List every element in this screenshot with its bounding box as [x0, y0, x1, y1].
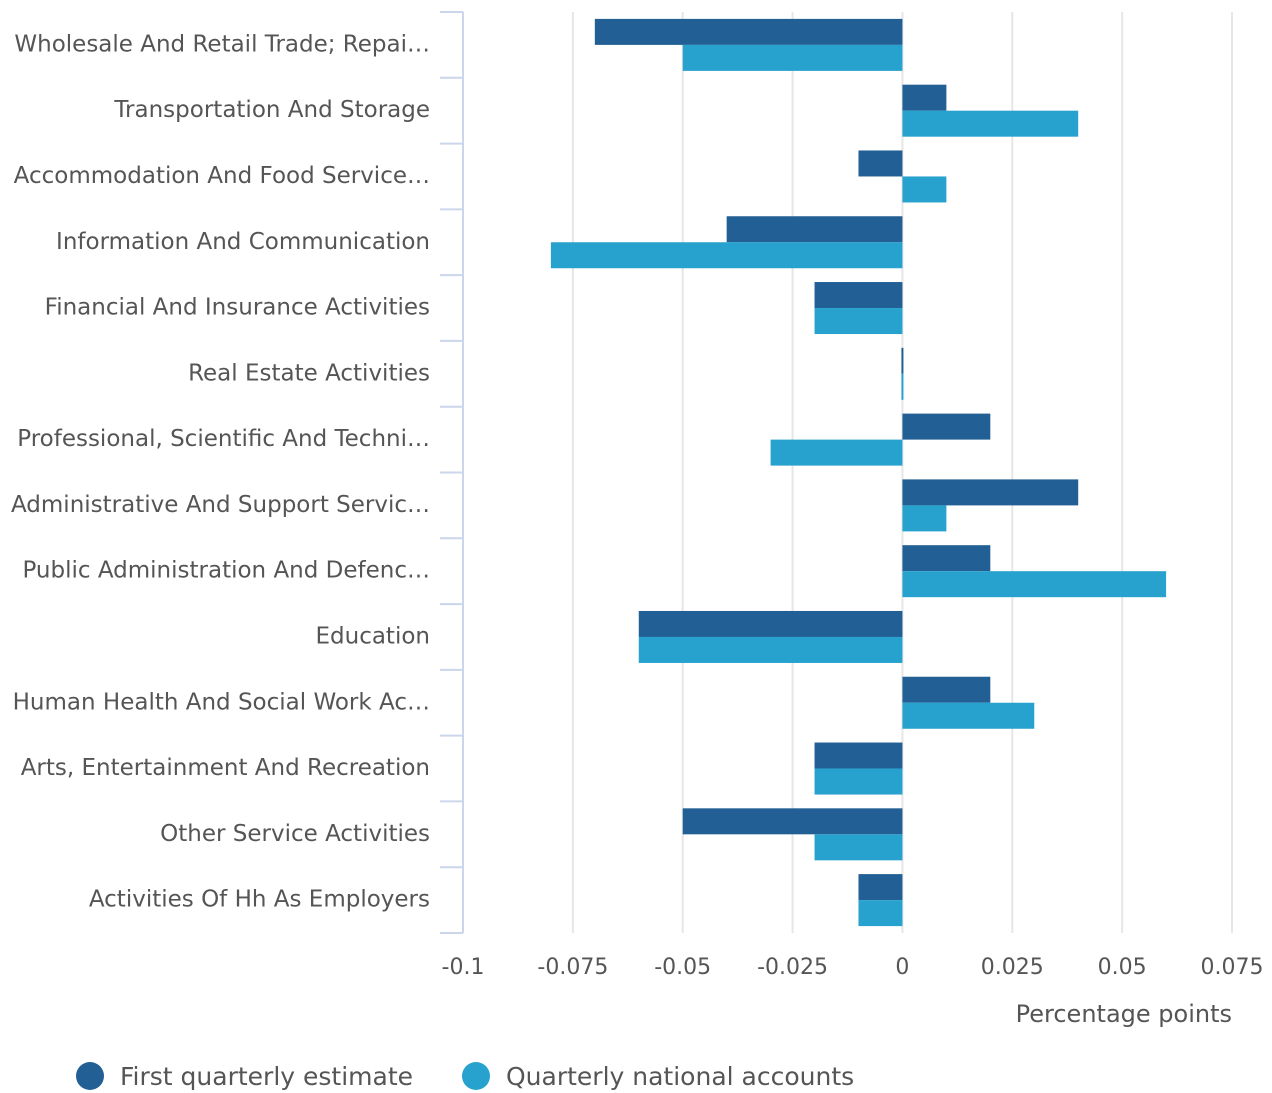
bar: [858, 900, 903, 927]
y-tick-label: Arts, Entertainment And Recreation: [21, 755, 430, 781]
x-tick-label: 0.075: [1201, 955, 1264, 980]
bar: [638, 610, 903, 637]
bar: [902, 479, 1079, 506]
bar: [682, 808, 903, 835]
y-tick-label: Administrative And Support Servic…: [11, 492, 430, 518]
bar: [902, 176, 947, 203]
bar: [902, 676, 991, 703]
bar: [550, 242, 903, 269]
y-tick-label: Wholesale And Retail Trade; Repai…: [14, 31, 430, 57]
bar: [638, 636, 903, 663]
bar: [726, 216, 903, 243]
x-axis-title: Percentage points: [1016, 1000, 1232, 1028]
y-tick-label: Professional, Scientific And Techni…: [17, 426, 430, 452]
legend-label: First quarterly estimate: [120, 1062, 413, 1091]
bar: [814, 282, 903, 309]
x-tick-label: -0.05: [654, 955, 711, 980]
x-tick-label: -0.075: [537, 955, 608, 980]
y-tick-label: Transportation And Storage: [113, 97, 430, 123]
bar: [814, 742, 903, 769]
bar: [814, 308, 903, 335]
x-tick-label: 0: [895, 955, 909, 980]
bar: [902, 702, 1035, 729]
x-tick-label: 0.025: [981, 955, 1044, 980]
bar: [814, 768, 903, 795]
bar: [901, 373, 904, 400]
y-tick-label: Information And Communication: [56, 229, 430, 255]
bar: [902, 571, 1167, 598]
y-tick-label: Real Estate Activities: [188, 360, 430, 386]
bar: [902, 545, 991, 572]
bar: [594, 18, 903, 45]
y-tick-label: Other Service Activities: [160, 821, 430, 847]
bar: [814, 834, 903, 861]
bar: [901, 347, 904, 374]
bar: [902, 84, 947, 111]
y-tick-label: Education: [315, 623, 430, 649]
x-tick-label: -0.1: [442, 955, 485, 980]
legend-marker: [76, 1062, 104, 1090]
legend-label: Quarterly national accounts: [506, 1062, 854, 1091]
x-tick-label: 0.05: [1098, 955, 1147, 980]
legend-marker: [462, 1062, 490, 1090]
x-tick-label: -0.025: [757, 955, 828, 980]
y-tick-label: Financial And Insurance Activities: [45, 295, 430, 321]
y-tick-label: Public Administration And Defenc…: [22, 558, 430, 584]
y-tick-label: Activities Of Hh As Employers: [89, 887, 430, 913]
bar: [770, 439, 903, 466]
y-tick-label: Human Health And Social Work Ac…: [13, 689, 430, 715]
bar: [682, 44, 903, 71]
y-tick-label: Accommodation And Food Service…: [14, 163, 430, 189]
bar: [858, 874, 903, 901]
bar: [858, 150, 903, 177]
bar: [902, 505, 947, 532]
bar: [902, 413, 991, 440]
bar: [902, 110, 1079, 137]
